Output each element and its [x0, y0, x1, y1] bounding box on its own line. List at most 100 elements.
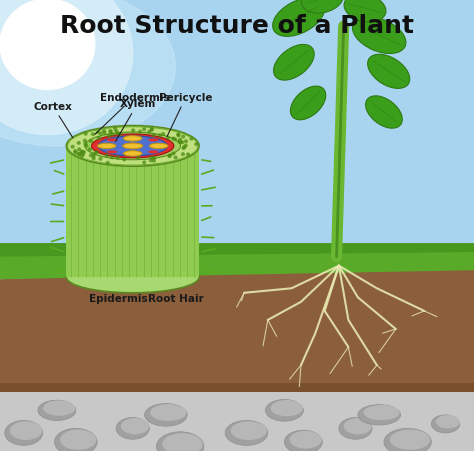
Circle shape [90, 155, 92, 157]
Ellipse shape [431, 415, 460, 433]
Ellipse shape [290, 431, 322, 448]
Circle shape [172, 138, 175, 140]
Circle shape [0, 0, 95, 90]
Circle shape [98, 138, 100, 140]
Circle shape [82, 154, 84, 156]
Circle shape [74, 152, 77, 155]
Circle shape [148, 131, 151, 134]
Circle shape [106, 162, 109, 165]
Ellipse shape [365, 97, 402, 129]
Circle shape [137, 157, 140, 160]
Ellipse shape [273, 0, 325, 37]
Polygon shape [192, 147, 199, 277]
Circle shape [168, 156, 171, 158]
Circle shape [115, 131, 118, 133]
Polygon shape [0, 244, 474, 280]
Circle shape [179, 139, 182, 142]
Circle shape [178, 141, 181, 143]
Circle shape [162, 133, 164, 136]
Circle shape [153, 160, 155, 163]
Ellipse shape [91, 135, 174, 158]
Ellipse shape [116, 418, 149, 439]
Ellipse shape [107, 139, 118, 142]
Ellipse shape [55, 428, 97, 451]
Circle shape [182, 136, 184, 138]
Bar [0, 392, 474, 451]
Circle shape [78, 153, 81, 156]
Circle shape [143, 129, 146, 131]
Ellipse shape [66, 126, 199, 167]
Ellipse shape [156, 432, 204, 451]
Circle shape [90, 140, 92, 143]
Circle shape [138, 131, 141, 133]
Circle shape [78, 149, 81, 152]
Ellipse shape [364, 405, 400, 420]
Circle shape [92, 158, 95, 161]
Text: Root Hair: Root Hair [147, 293, 203, 303]
Circle shape [84, 133, 87, 136]
Ellipse shape [358, 405, 401, 425]
Ellipse shape [231, 421, 267, 440]
Circle shape [103, 133, 106, 135]
Ellipse shape [123, 152, 142, 157]
Circle shape [177, 135, 180, 138]
Ellipse shape [66, 262, 199, 293]
Ellipse shape [273, 45, 314, 81]
Circle shape [96, 132, 99, 134]
Circle shape [132, 130, 135, 133]
Ellipse shape [284, 430, 322, 451]
Circle shape [172, 153, 175, 156]
Circle shape [81, 156, 83, 158]
Polygon shape [0, 262, 474, 383]
Ellipse shape [60, 429, 96, 450]
Circle shape [74, 150, 77, 153]
Ellipse shape [436, 415, 460, 428]
Circle shape [190, 138, 193, 141]
Text: Root Structure of a Plant: Root Structure of a Plant [60, 14, 414, 37]
Ellipse shape [148, 139, 159, 142]
Circle shape [151, 157, 154, 160]
Ellipse shape [271, 400, 303, 416]
Ellipse shape [121, 418, 149, 434]
Circle shape [109, 130, 112, 133]
Circle shape [181, 142, 183, 144]
Text: Xylem: Xylem [116, 99, 156, 142]
Text: Endodermis: Endodermis [95, 92, 169, 135]
Ellipse shape [344, 0, 386, 23]
Circle shape [152, 134, 155, 137]
Ellipse shape [291, 87, 326, 120]
Circle shape [77, 142, 80, 145]
Ellipse shape [339, 418, 372, 439]
Ellipse shape [148, 151, 159, 154]
Circle shape [184, 141, 187, 143]
Circle shape [99, 133, 102, 135]
Circle shape [153, 157, 156, 160]
Circle shape [184, 145, 187, 147]
Circle shape [123, 159, 126, 161]
Circle shape [116, 133, 119, 135]
Circle shape [151, 129, 154, 131]
Circle shape [78, 153, 81, 156]
Ellipse shape [38, 400, 76, 420]
Circle shape [0, 0, 133, 135]
Circle shape [182, 153, 184, 156]
Ellipse shape [384, 428, 431, 451]
Circle shape [195, 143, 198, 146]
Circle shape [89, 149, 91, 152]
Circle shape [143, 161, 146, 164]
Circle shape [84, 143, 87, 146]
Ellipse shape [5, 420, 43, 446]
Circle shape [182, 147, 185, 150]
Ellipse shape [123, 144, 143, 149]
Circle shape [179, 142, 182, 144]
Ellipse shape [10, 421, 42, 440]
Ellipse shape [123, 136, 142, 142]
Circle shape [114, 128, 117, 131]
Circle shape [82, 152, 85, 154]
Text: Cortex: Cortex [33, 101, 73, 138]
Ellipse shape [85, 133, 181, 161]
Text: Epidermis: Epidermis [89, 293, 148, 303]
Circle shape [187, 154, 190, 156]
Circle shape [92, 156, 95, 158]
Ellipse shape [353, 18, 406, 55]
